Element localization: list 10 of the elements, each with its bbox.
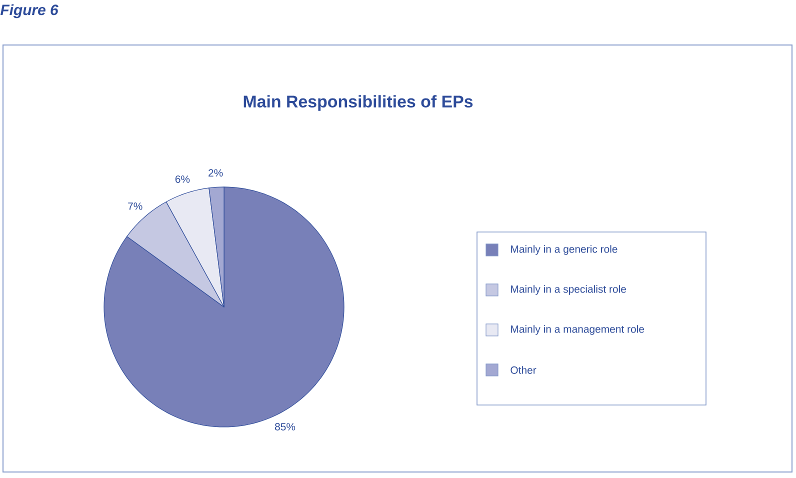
data-label: 85%	[275, 423, 296, 430]
chart-title: Main Responsibilities of EPs	[244, 95, 473, 111]
data-label: 2%	[208, 169, 223, 177]
legend-label: Other	[510, 366, 536, 374]
data-label: 7%	[128, 202, 142, 210]
legend-label: Mainly in a generic role	[511, 245, 618, 255]
legend-label: Mainly in a management role	[511, 325, 644, 335]
legend-label: Mainly in a specialist role	[511, 285, 626, 295]
caption: Figure 6	[0, 4, 58, 18]
data-label: 6%	[175, 175, 190, 183]
